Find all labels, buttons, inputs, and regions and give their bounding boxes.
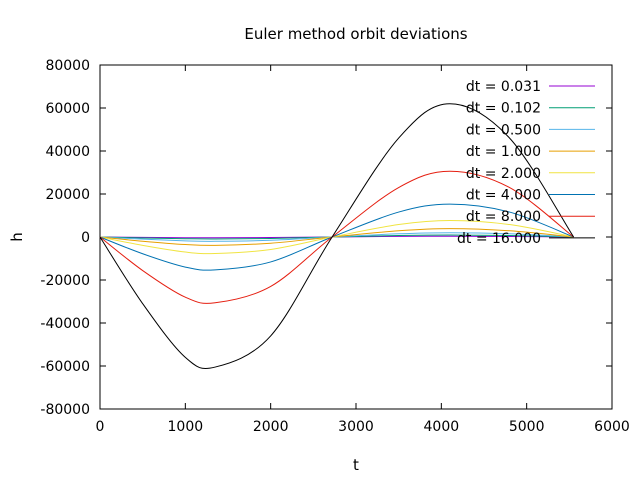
series-line-1 [99, 234, 574, 240]
x-axis-label: t [353, 456, 359, 474]
y-tick-label: 20000 [45, 187, 90, 203]
y-tick-label: 0 [81, 230, 90, 246]
legend-label-7: dt = 16.000 [457, 231, 541, 247]
x-tick-label: 2000 [253, 419, 289, 435]
y-tick-label: 40000 [45, 144, 90, 160]
y-axis: -80000 -60000 -40000 -20000 0 20000 40000 60000… [40, 58, 612, 418]
y-axis-label: h [8, 232, 26, 242]
chart-title: Euler method orbit deviations [244, 25, 467, 43]
series-line-3 [99, 228, 574, 246]
x-axis: 0 1000 2000 3000 4000 5000 6000 [96, 65, 630, 435]
y-tick-label: -80000 [40, 402, 90, 418]
legend-label-3: dt = 1.000 [466, 144, 541, 160]
legend: dt = 0.031 dt = 0.102 dt = 0.500 dt = 1.000… [457, 79, 595, 247]
series-line-4 [99, 219, 574, 255]
legend-label-1: dt = 0.102 [466, 101, 541, 117]
x-tick-label: 1000 [168, 419, 204, 435]
legend-label-2: dt = 0.500 [466, 122, 541, 138]
x-tick-label: 0 [96, 419, 105, 435]
series-line-7 [99, 103, 575, 370]
x-tick-label: 4000 [424, 419, 460, 435]
series-lines [99, 103, 575, 370]
legend-label-5: dt = 4.000 [466, 188, 541, 204]
series-line-6 [99, 170, 574, 304]
legend-label-6: dt = 8.000 [466, 209, 541, 225]
y-tick-label: -40000 [40, 316, 90, 332]
series-line-2 [99, 232, 574, 242]
legend-label-4: dt = 2.000 [466, 166, 541, 182]
x-tick-label: 5000 [509, 419, 545, 435]
y-tick-label: -60000 [40, 359, 90, 375]
y-tick-label: -20000 [40, 273, 90, 289]
x-tick-label: 3000 [338, 419, 374, 435]
y-tick-label: 60000 [45, 101, 90, 117]
x-tick-label: 6000 [594, 419, 630, 435]
legend-label-0: dt = 0.031 [466, 79, 541, 95]
series-line-5 [99, 203, 574, 271]
y-tick-label: 80000 [45, 58, 90, 74]
